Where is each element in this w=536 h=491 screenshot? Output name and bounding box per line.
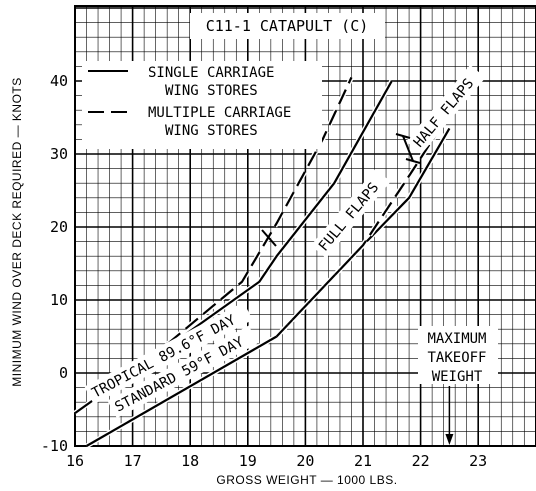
x-axis-title: GROSS WEIGHT — 1000 LBS. (216, 473, 397, 487)
x-tick-label: 17 (124, 452, 142, 470)
standard-label-bg (107, 325, 259, 419)
y-tick-label: 40 (50, 72, 68, 90)
full-flaps-label-bg (310, 168, 391, 259)
legend-dashed-label-2: WING STORES (165, 123, 258, 139)
x-tick-label: 19 (239, 452, 257, 470)
max-weight-label-2: TAKEOFF (427, 350, 486, 366)
chart-title: C11-1 CATAPULT (C) (206, 17, 369, 35)
y-tick-label: 0 (59, 364, 68, 382)
tropical-transition-mark (261, 229, 277, 247)
tropical-label-bg (84, 302, 253, 405)
x-tick-label: 21 (354, 452, 372, 470)
y-tick-label: 30 (50, 145, 68, 163)
x-tick-label: 22 (412, 452, 430, 470)
x-tick-label: 18 (181, 452, 199, 470)
legend: SINGLE CARRIAGE WING STORES MULTIPLE CAR… (82, 61, 322, 149)
y-axis-title: MINIMUM WIND OVER DECK REQUIRED — KNOTS (10, 77, 24, 387)
series-line-3 (275, 113, 451, 338)
x-tick-label: 23 (469, 452, 487, 470)
legend-solid-label-1: SINGLE CARRIAGE (148, 65, 274, 81)
tick-labels: 16 17 18 19 20 21 22 23 -10 0 10 20 30 40 (41, 72, 487, 470)
series-layer (73, 76, 452, 449)
series-line-1 (131, 76, 353, 374)
legend-solid-label-2: WING STORES (165, 83, 258, 99)
plot-frame (74, 5, 536, 447)
y-tick-label: 10 (50, 291, 68, 309)
half-flaps-label-bg (405, 64, 486, 155)
half-flaps-bracket-side (402, 135, 414, 162)
max-weight-label-1: MAXIMUM (427, 331, 486, 347)
title-box (190, 13, 385, 39)
y-tick-label: -10 (41, 437, 68, 455)
y-tick-label: 20 (50, 218, 68, 236)
x-tick-label: 20 (296, 452, 314, 470)
max-weight-label-bg (418, 326, 498, 384)
legend-dashed-label-1: MULTIPLE CARRIAGE (148, 105, 291, 121)
max-weight-label-3: WEIGHT (432, 369, 483, 385)
x-tick-label: 16 (66, 452, 84, 470)
max-weight-arrowhead (445, 434, 454, 445)
legend-box (82, 61, 322, 149)
series-line-0 (74, 80, 393, 415)
